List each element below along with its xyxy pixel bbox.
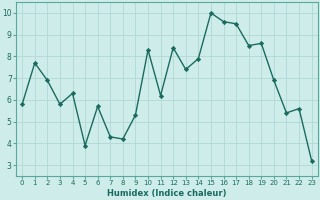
X-axis label: Humidex (Indice chaleur): Humidex (Indice chaleur)	[107, 189, 227, 198]
